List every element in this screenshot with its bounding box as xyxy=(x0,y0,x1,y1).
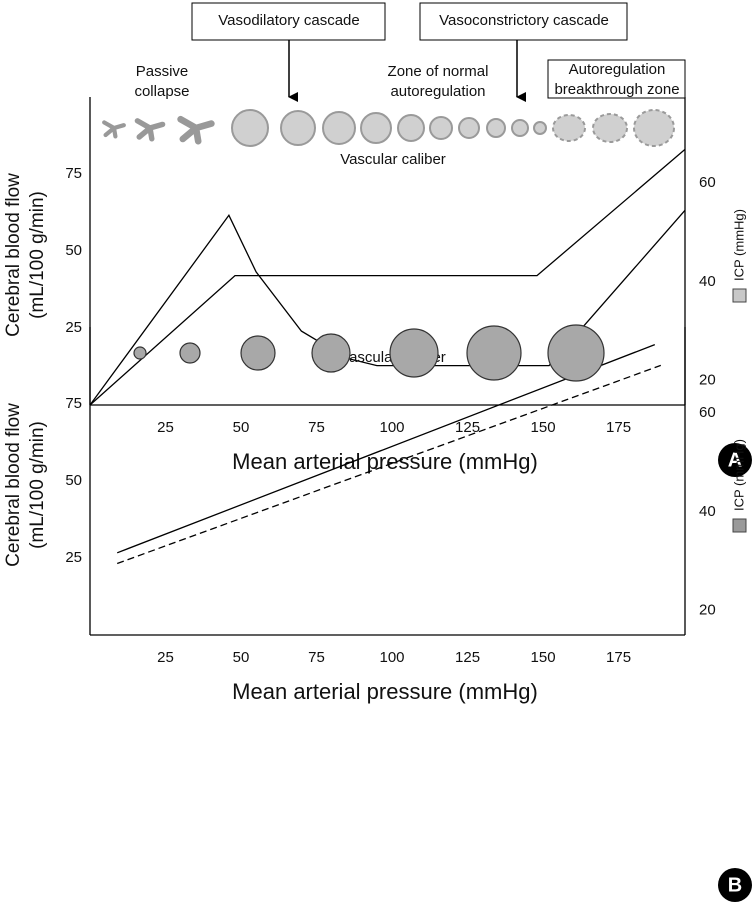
x-tick-label: 100 xyxy=(380,649,405,666)
y2-axis-label: ICP (mmHg) xyxy=(731,439,746,511)
y2-tick-label: 20 xyxy=(699,371,716,388)
x-tick-label: 50 xyxy=(233,419,250,436)
x-axis-label: Mean arterial pressure (mmHg) xyxy=(232,679,538,704)
vessel xyxy=(429,116,453,140)
panel: 25 50 75 100 125 150 175 25 50 75 20 40 60 Mean arter… xyxy=(3,324,752,902)
x-tick-label: 175 xyxy=(606,649,631,666)
annotation-box xyxy=(547,59,686,99)
x-tick-label: 175 xyxy=(606,419,631,436)
y-axis-label: (mL/100 g/min) xyxy=(27,191,48,319)
vessel xyxy=(511,119,529,137)
vessel xyxy=(547,324,605,382)
x-tick-label: 25 xyxy=(157,419,174,436)
x-tick-label: 125 xyxy=(455,649,480,666)
vessel xyxy=(240,335,276,371)
y2-tick-label: 60 xyxy=(699,174,716,191)
x-tick-label: 150 xyxy=(531,649,556,666)
legend-swatch xyxy=(732,288,747,303)
x-axis-label: Mean arterial pressure (mmHg) xyxy=(232,449,538,474)
legend-swatch xyxy=(732,518,747,533)
dilated-vessel xyxy=(592,113,628,143)
vessel xyxy=(179,342,201,364)
y-tick-label: 25 xyxy=(65,319,82,336)
x-tick-label: 150 xyxy=(531,419,556,436)
vessel xyxy=(533,121,547,135)
vessel xyxy=(397,114,425,142)
panel-badge xyxy=(718,443,752,477)
panel-letter: A xyxy=(728,449,742,471)
annotation-box xyxy=(191,2,386,41)
vessel xyxy=(231,109,269,147)
vessel xyxy=(322,111,356,145)
vessel xyxy=(466,325,522,381)
collapsed-vessel xyxy=(177,115,215,145)
x-tick-label: 75 xyxy=(308,419,325,436)
annotation: breakthrough zone xyxy=(554,81,679,98)
y-tick-label: 50 xyxy=(65,472,82,489)
y2-tick-label: 20 xyxy=(699,601,716,618)
x-tick-label: 25 xyxy=(157,649,174,666)
vessel xyxy=(458,117,480,139)
panel-letter: B xyxy=(728,874,742,896)
annotation: Autoregulation xyxy=(569,61,666,78)
vessel xyxy=(280,110,316,146)
y-tick-label: 25 xyxy=(65,549,82,566)
panel-badge xyxy=(718,868,752,902)
annotation: Zone of normal xyxy=(388,63,489,80)
y2-tick-label: 40 xyxy=(699,273,716,290)
collapsed-vessel xyxy=(134,118,166,142)
dilated-vessel xyxy=(552,114,586,142)
vessel xyxy=(311,333,351,373)
annotation: Vasoconstrictory cascade xyxy=(439,12,609,29)
y-tick-label: 75 xyxy=(65,165,82,182)
annotation: Vasodilatory cascade xyxy=(218,12,359,29)
annotation: Passive xyxy=(136,63,189,80)
x-tick-label: 125 xyxy=(455,419,480,436)
annotation: autoregulation xyxy=(390,83,485,100)
vessel xyxy=(133,346,147,360)
panel: 25 50 75 100 125 150 175 25 50 75 20 40 60 Mean arter… xyxy=(3,2,752,477)
annotation: collapse xyxy=(134,83,189,100)
vessel xyxy=(389,328,439,378)
x-tick-label: 100 xyxy=(380,419,405,436)
vessel xyxy=(486,118,506,138)
annotation-box xyxy=(419,2,628,41)
y-tick-label: 50 xyxy=(65,242,82,259)
y-axis-label: (mL/100 g/min) xyxy=(27,421,48,549)
data-line xyxy=(89,148,686,406)
data-line xyxy=(89,209,686,406)
data-line xyxy=(116,364,662,565)
y2-tick-label: 60 xyxy=(699,404,716,421)
y2-tick-label: 40 xyxy=(699,503,716,520)
collapsed-vessel xyxy=(102,120,126,139)
dilated-vessel xyxy=(633,109,675,147)
vessel xyxy=(360,112,392,144)
annotation: Vascular caliber xyxy=(340,151,446,168)
y-axis-label: Cerebral blood flow xyxy=(3,403,24,567)
y-tick-label: 75 xyxy=(65,395,82,412)
x-tick-label: 75 xyxy=(308,649,325,666)
y-axis-label: Cerebral blood flow xyxy=(3,173,24,337)
x-tick-label: 50 xyxy=(233,649,250,666)
y2-axis-label: ICP (mmHg) xyxy=(731,209,746,281)
